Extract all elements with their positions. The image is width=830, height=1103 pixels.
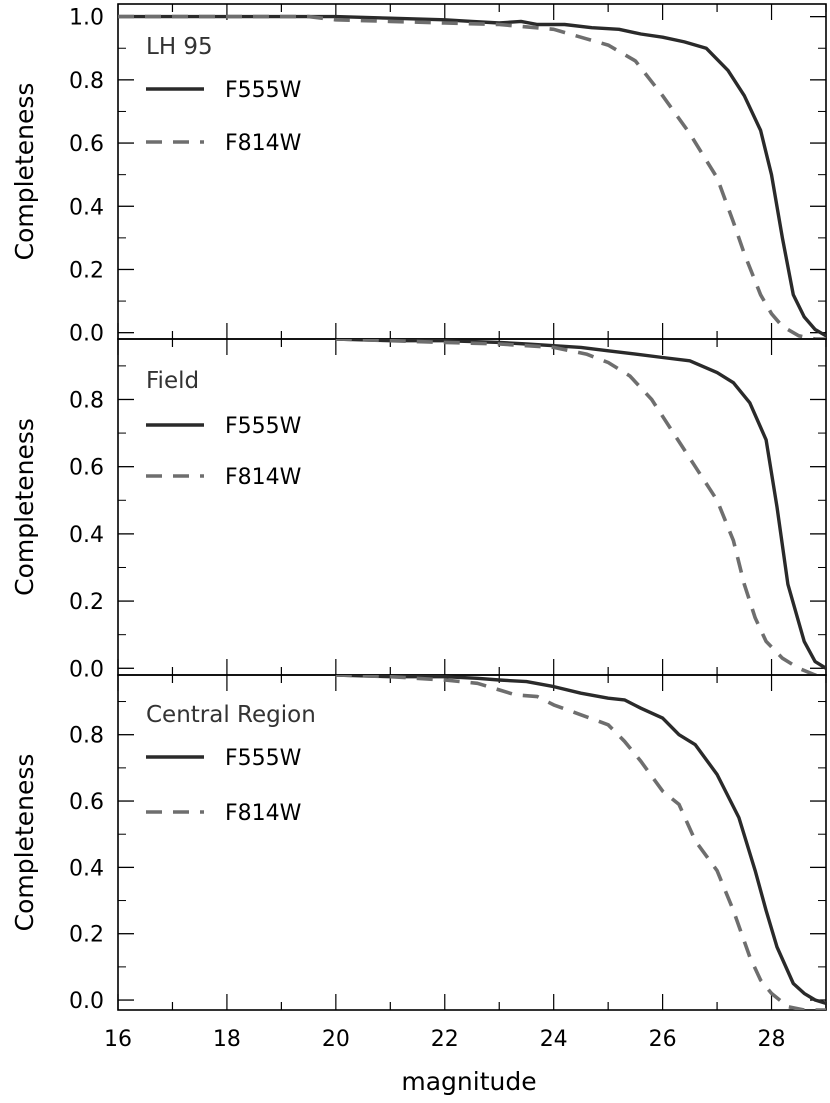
panel-3: 0.0 0.2 0.4 0.6 0.8 16 18 20 22 24 26 28 Completenes… [10, 674, 827, 1052]
y-tick-label: 1.0 [69, 6, 104, 31]
series-line-f555w [335, 675, 826, 1006]
y-tick-label: 0.8 [69, 724, 104, 749]
y-tick-label: 0.2 [69, 923, 104, 948]
panel-label: LH 95 [146, 34, 213, 60]
legend-label-f555w: F555W [225, 78, 302, 103]
legend-label-f814w: F814W [225, 131, 302, 156]
y-tick-label: 0.6 [69, 132, 104, 157]
panels: 0.0 0.2 0.4 0.6 0.8 1.0 Completeness LH 95 F555W… [10, 3, 827, 1052]
plot-frame [117, 3, 827, 340]
series-line-f555w [118, 14, 826, 338]
y-axis-title: Completeness [10, 418, 39, 596]
y-tick-label: 0.4 [69, 195, 104, 220]
panel-1: 0.0 0.2 0.4 0.6 0.8 1.0 Completeness LH 95 F555W… [10, 3, 827, 347]
y-tick-label: 0.2 [69, 590, 104, 615]
x-axis-title: magnitude [401, 1067, 536, 1096]
series-line-f555w [335, 339, 826, 670]
series-line-f814w [335, 339, 826, 675]
y-tick-label: 0.4 [69, 856, 104, 881]
y-tick-label: 0.0 [69, 989, 104, 1014]
y-tick-label: 0.2 [69, 258, 104, 283]
panel-label: Field [146, 368, 199, 394]
x-tick-label: 22 [431, 1027, 459, 1052]
x-tick-label: 28 [758, 1027, 786, 1052]
y-tick-label: 0.6 [69, 790, 104, 815]
x-tick-label: 20 [322, 1027, 350, 1052]
y-tick-label: 0.4 [69, 523, 104, 548]
panel-2: 0.0 0.2 0.4 0.6 0.8 Completeness Field F555W F81… [10, 338, 827, 682]
legend-label-f814w: F814W [225, 465, 302, 490]
plot-frame [117, 674, 827, 1011]
y-tick-label: 0.8 [69, 388, 104, 413]
x-tick-label: 24 [540, 1027, 568, 1052]
x-tick-label: 18 [213, 1027, 241, 1052]
y-tick-label: 0.6 [69, 456, 104, 481]
panel-label: Central Region [146, 702, 316, 728]
x-tick-label: 16 [104, 1027, 132, 1052]
legend-label-f814w: F814W [225, 801, 302, 826]
y-tick-label: 0.0 [69, 657, 104, 682]
y-axis-title: Completeness [10, 83, 39, 261]
y-axis-title: Completeness [10, 754, 39, 932]
legend-label-f555w: F555W [225, 414, 302, 439]
series-line-f814w [118, 14, 826, 339]
y-tick-label: 0.8 [69, 69, 104, 94]
legend-label-f555w: F555W [225, 746, 302, 771]
y-tick-label: 0.0 [69, 322, 104, 347]
series-line-f814w [335, 675, 826, 1010]
x-tick-label: 26 [649, 1027, 677, 1052]
